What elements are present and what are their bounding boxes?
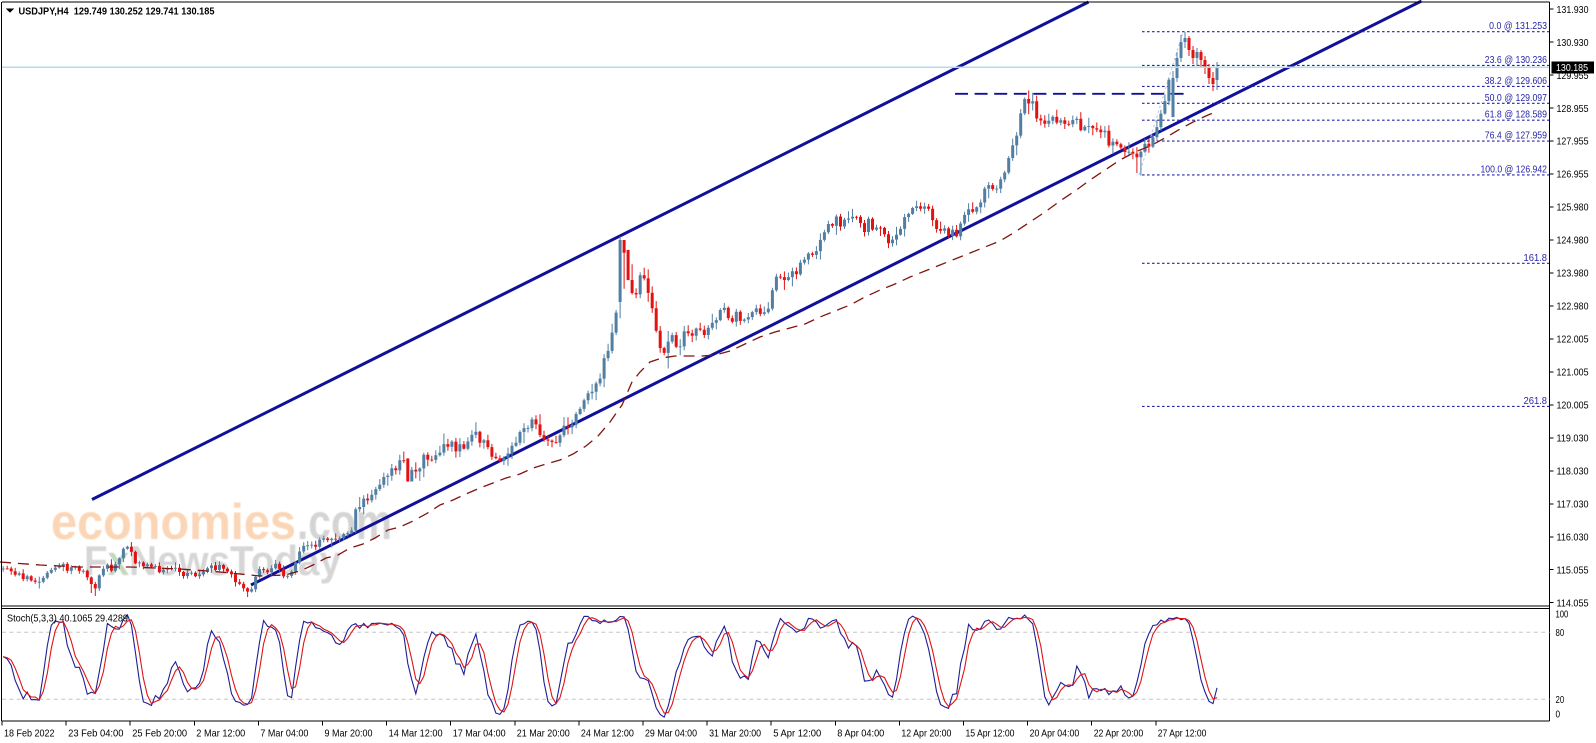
svg-text:124.980: 124.980 bbox=[1557, 235, 1589, 247]
svg-text:20 Apr 04:00: 20 Apr 04:00 bbox=[1030, 728, 1080, 740]
svg-text:127.955: 127.955 bbox=[1557, 136, 1589, 148]
svg-text:50.0 @ 129.097: 50.0 @ 129.097 bbox=[1485, 92, 1547, 104]
svg-text:114.055: 114.055 bbox=[1557, 597, 1589, 609]
svg-text:116.030: 116.030 bbox=[1557, 531, 1589, 543]
svg-text:27 Apr 12:00: 27 Apr 12:00 bbox=[1158, 728, 1207, 740]
svg-text:38.2 @ 129.606: 38.2 @ 129.606 bbox=[1485, 75, 1547, 87]
svg-text:2 Mar 12:00: 2 Mar 12:00 bbox=[196, 728, 245, 740]
svg-text:29 Mar 04:00: 29 Mar 04:00 bbox=[645, 728, 697, 740]
svg-text:123.980: 123.980 bbox=[1557, 268, 1589, 280]
svg-text:119.030: 119.030 bbox=[1557, 433, 1589, 445]
svg-text:261.8: 261.8 bbox=[1524, 395, 1548, 407]
svg-text:25 Feb 20:00: 25 Feb 20:00 bbox=[132, 728, 187, 740]
svg-text:121.005: 121.005 bbox=[1557, 367, 1589, 379]
svg-text:122.005: 122.005 bbox=[1557, 334, 1589, 346]
svg-text:economies: economies bbox=[51, 494, 296, 550]
svg-text:126.955: 126.955 bbox=[1557, 169, 1589, 181]
svg-text:61.8 @ 128.589: 61.8 @ 128.589 bbox=[1485, 109, 1547, 121]
svg-text:0.0 @ 131.253: 0.0 @ 131.253 bbox=[1489, 20, 1547, 32]
svg-text:118.030: 118.030 bbox=[1557, 465, 1589, 477]
svg-text:12 Apr 20:00: 12 Apr 20:00 bbox=[901, 728, 951, 740]
svg-text:9 Mar 20:00: 9 Mar 20:00 bbox=[325, 728, 373, 740]
svg-text:15 Apr 12:00: 15 Apr 12:00 bbox=[966, 728, 1015, 740]
svg-text:128.955: 128.955 bbox=[1557, 103, 1589, 115]
svg-text:120.005: 120.005 bbox=[1557, 400, 1589, 412]
svg-text:0: 0 bbox=[1556, 708, 1561, 720]
svg-text:23.6 @ 130.236: 23.6 @ 130.236 bbox=[1485, 54, 1547, 66]
svg-text:125.980: 125.980 bbox=[1557, 202, 1589, 214]
svg-text:USDJPY,H4 129.749 130.252 129: USDJPY,H4 129.749 130.252 129.741 130.18… bbox=[19, 6, 215, 18]
svg-text:7 Mar 04:00: 7 Mar 04:00 bbox=[260, 728, 308, 740]
svg-text:14 Mar 12:00: 14 Mar 12:00 bbox=[389, 728, 443, 740]
svg-text:115.055: 115.055 bbox=[1557, 564, 1589, 576]
svg-text:122.980: 122.980 bbox=[1557, 301, 1589, 313]
svg-text:161.8: 161.8 bbox=[1524, 252, 1548, 264]
svg-text:130.930: 130.930 bbox=[1557, 37, 1589, 49]
svg-text:21 Mar 20:00: 21 Mar 20:00 bbox=[517, 728, 570, 740]
svg-text:76.4 @ 127.959: 76.4 @ 127.959 bbox=[1485, 130, 1547, 142]
svg-text:20: 20 bbox=[1556, 694, 1565, 706]
svg-text:17 Mar 04:00: 17 Mar 04:00 bbox=[453, 728, 506, 740]
svg-text:117.030: 117.030 bbox=[1557, 498, 1589, 510]
svg-text:100.0 @ 126.942: 100.0 @ 126.942 bbox=[1481, 163, 1548, 175]
svg-text:80: 80 bbox=[1556, 627, 1565, 639]
svg-text:24 Mar 12:00: 24 Mar 12:00 bbox=[581, 728, 634, 740]
svg-text:8 Apr 04:00: 8 Apr 04:00 bbox=[837, 728, 884, 740]
svg-text:18 Feb 2022: 18 Feb 2022 bbox=[4, 728, 55, 740]
svg-text:130.185: 130.185 bbox=[1556, 62, 1588, 74]
svg-text:Stoch(5,3,3) 40.1065 29.4289: Stoch(5,3,3) 40.1065 29.4289 bbox=[7, 613, 128, 625]
svg-text:131.930: 131.930 bbox=[1557, 4, 1589, 16]
svg-text:100: 100 bbox=[1556, 608, 1569, 620]
svg-text:31 Mar 20:00: 31 Mar 20:00 bbox=[709, 728, 761, 740]
svg-text:23 Feb 04:00: 23 Feb 04:00 bbox=[68, 728, 124, 740]
svg-text:5 Apr 12:00: 5 Apr 12:00 bbox=[773, 728, 821, 740]
svg-text:22 Apr 20:00: 22 Apr 20:00 bbox=[1094, 728, 1144, 740]
